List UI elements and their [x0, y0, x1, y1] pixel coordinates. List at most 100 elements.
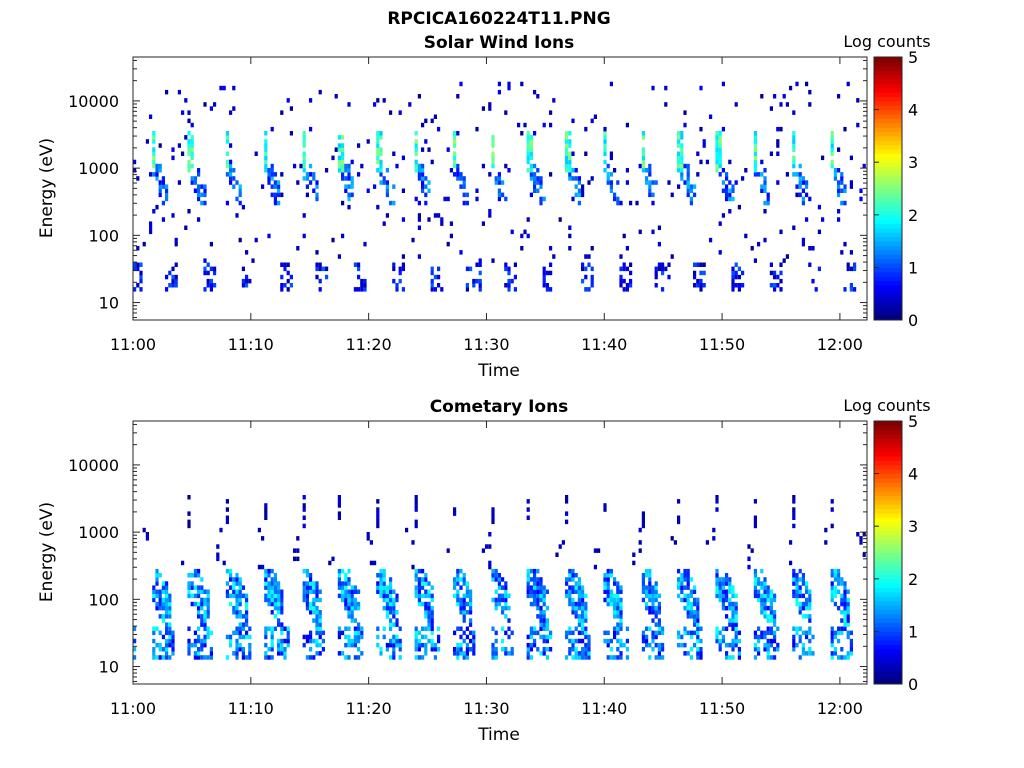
heatmap-cell — [526, 568, 530, 574]
heatmap-cell — [837, 209, 841, 214]
heatmap-cell — [526, 151, 530, 156]
heatmap-cell — [536, 589, 540, 594]
heatmap-cell — [699, 638, 703, 644]
heatmap-cell — [731, 278, 735, 284]
heatmap-cell — [619, 638, 623, 644]
heatmap-cell — [849, 651, 853, 656]
heatmap-cell — [472, 651, 476, 656]
heatmap-cell — [235, 180, 239, 185]
heatmap-cell — [696, 655, 700, 660]
colorbar-segment — [874, 57, 902, 62]
heatmap-cell — [529, 168, 533, 173]
colorbar-segment — [874, 534, 902, 540]
heatmap-cell — [187, 585, 191, 590]
heatmap-cell — [318, 630, 322, 636]
heatmap-cell — [616, 585, 620, 590]
heatmap-cell — [539, 605, 543, 611]
heatmap-cell — [433, 647, 437, 652]
heatmap-cell — [837, 638, 841, 644]
heatmap-cell — [533, 163, 537, 169]
heatmap-cell — [734, 618, 738, 623]
heatmap-cell — [609, 151, 613, 156]
heatmap-cell — [539, 626, 543, 631]
heatmap-cell — [753, 168, 757, 173]
heatmap-cell — [584, 634, 588, 640]
heatmap-cell — [766, 642, 770, 648]
heatmap-cell — [737, 204, 741, 210]
heatmap-cell — [254, 151, 258, 156]
heatmap-cell — [462, 655, 466, 660]
heatmap-cell — [280, 593, 284, 599]
heatmap-cell — [683, 605, 687, 611]
colorbar-segment — [874, 219, 902, 225]
heatmap-cell — [629, 270, 633, 276]
heatmap-cell — [619, 626, 623, 631]
heatmap-cell — [693, 270, 697, 276]
heatmap-cell — [821, 217, 825, 222]
heatmap-cell — [264, 573, 268, 578]
heatmap-cell — [651, 597, 655, 603]
heatmap-cell — [225, 593, 229, 599]
heatmap-cell — [526, 507, 530, 512]
heatmap-cell — [565, 135, 569, 140]
heatmap-cell — [837, 589, 841, 594]
heatmap-cell — [379, 647, 383, 652]
heatmap-cell — [392, 184, 396, 189]
heatmap-cell — [264, 163, 268, 169]
heatmap-cell — [133, 655, 137, 660]
heatmap-cell — [273, 589, 277, 594]
heatmap-cell — [197, 626, 201, 631]
heatmap-cell — [302, 213, 306, 218]
heatmap-cell — [305, 605, 309, 611]
heatmap-cell — [536, 585, 540, 590]
heatmap-cell — [229, 163, 233, 169]
heatmap-cell — [235, 593, 239, 599]
heatmap-cell — [337, 651, 341, 656]
heatmap-cell — [459, 568, 463, 574]
heatmap-cell — [859, 540, 863, 545]
heatmap-cell — [603, 589, 607, 594]
colorbar-segment — [874, 87, 902, 93]
heatmap-cell — [734, 614, 738, 619]
heatmap-cell — [619, 254, 623, 259]
heatmap-cell — [184, 135, 188, 140]
heatmap-cell — [293, 556, 297, 562]
heatmap-cell — [648, 610, 652, 615]
heatmap-cell — [414, 159, 418, 165]
heatmap-cell — [379, 147, 383, 152]
heatmap-cell — [494, 601, 498, 607]
heatmap-cell — [395, 597, 399, 603]
heatmap-cell — [833, 172, 837, 177]
heatmap-cell — [456, 568, 460, 574]
heatmap-cell — [469, 589, 473, 594]
heatmap-cell — [843, 126, 847, 132]
heatmap-cell — [574, 184, 578, 189]
heatmap-cell — [616, 581, 620, 586]
heatmap-cell — [830, 139, 834, 144]
heatmap-cell — [187, 642, 191, 648]
heatmap-cell — [139, 270, 143, 276]
heatmap-cell — [283, 638, 287, 644]
heatmap-cell — [584, 274, 588, 280]
heatmap-cell — [763, 577, 767, 582]
heatmap-cell — [430, 278, 434, 284]
heatmap-cell — [501, 605, 505, 611]
heatmap-cell — [190, 122, 194, 128]
heatmap-cell — [693, 642, 697, 648]
heatmap-cell — [766, 593, 770, 599]
heatmap-cell — [568, 155, 572, 161]
heatmap-cell — [264, 626, 268, 631]
heatmap-cell — [859, 536, 863, 541]
heatmap-cell — [152, 172, 156, 177]
heatmap-cell — [549, 630, 553, 636]
heatmap-cell — [158, 642, 162, 648]
heatmap-cell — [753, 143, 757, 148]
heatmap-cell — [357, 626, 361, 631]
colorbar-segment — [874, 210, 902, 216]
heatmap-cell — [225, 131, 229, 136]
colorbar-segment — [874, 83, 902, 89]
heatmap-cell — [689, 605, 693, 611]
heatmap-cell — [571, 573, 575, 578]
heatmap-cell — [331, 237, 335, 243]
